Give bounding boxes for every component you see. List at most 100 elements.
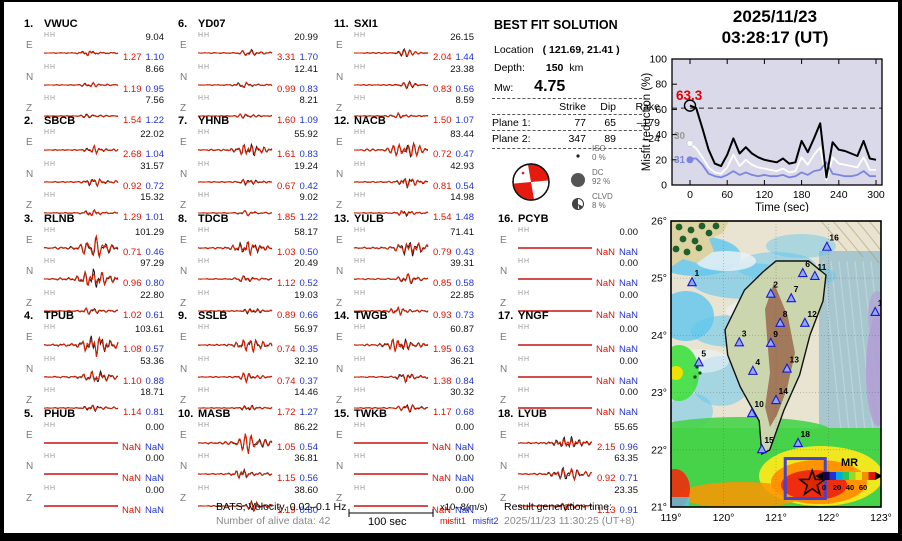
station-panel: 5. PHUB E HH 0.00 NaN NaN N HH 0.00 NaN NaN Z HH 0.00 N… xyxy=(18,408,168,516)
channel-component-label: N xyxy=(500,266,508,278)
colorbar-tick-label: 20 xyxy=(833,483,841,492)
map-lon-tick-label: 119° xyxy=(661,512,682,524)
col-dip: Dip xyxy=(600,101,616,113)
channel-band-label: HH xyxy=(354,63,367,71)
station-panel: 1. VWUC E HH 9.04 1.27 1.10 N HH 8.66 1.19 0.95 Z HH 7… xyxy=(18,18,168,126)
channel-band-label: HH xyxy=(518,324,531,332)
amplitude-value: 0.00 xyxy=(619,258,639,270)
misfit-ytick-label: 80 xyxy=(655,79,667,91)
amplitude-value: 0.00 xyxy=(455,421,475,433)
map-station-marker xyxy=(747,365,759,375)
misfit-values: 1.08 0.57 xyxy=(123,344,164,355)
amplitude-value: 9.04 xyxy=(145,32,165,43)
map-station-marker xyxy=(797,267,808,278)
station-code: TWGB xyxy=(354,310,388,323)
misfit1-value: 0.92 xyxy=(597,473,616,485)
colorbar-tick-label: 0 xyxy=(822,483,826,492)
misfit1-value: NaN xyxy=(595,309,615,321)
misfit2-value: 0.96 xyxy=(619,441,639,453)
station-number: 18. xyxy=(498,407,514,420)
misfit2-value: 0.73 xyxy=(455,309,475,321)
channel-band-label: HH xyxy=(518,453,531,461)
station-number: 2. xyxy=(24,115,34,128)
misfit2-value: NaN xyxy=(618,407,638,419)
decomp-dc: DC 92 % xyxy=(564,168,644,192)
amplitude-value: 7.56 xyxy=(145,95,165,106)
data-source-label: BATS, Velocity, 0.02–0.1 Hz xyxy=(216,501,347,513)
focal-mechanism-beachball xyxy=(512,163,550,201)
channel-band-label: HH xyxy=(44,484,57,492)
amplitude-value: 97.29 xyxy=(140,258,164,270)
misfit-values: 2.04 1.44 xyxy=(433,52,474,63)
misfit-values: 1.17 0.68 xyxy=(433,407,474,418)
channel-component-label: N xyxy=(26,168,34,180)
station-map: MR 0 20 40 60 1 2 3 4 5 6 7 8 9 10 11 12 13 14 15 16 17 18 119°… xyxy=(644,214,898,533)
misfit-values: NaN NaN xyxy=(596,247,638,258)
misfit2-value: 0.61 xyxy=(145,309,165,321)
misfit2-value: 0.56 xyxy=(455,83,475,95)
channel-band-label: HH xyxy=(44,63,57,71)
amplitude-value: 71.41 xyxy=(450,226,474,238)
waveform-trace xyxy=(197,338,273,353)
misfit1-value: 1.19 xyxy=(123,83,142,95)
channel-component-label: E xyxy=(26,332,33,344)
amplitude-value: 0.00 xyxy=(455,484,475,496)
misfit-ytick-label: 100 xyxy=(649,54,667,66)
misfit-values: NaN NaN xyxy=(596,407,638,418)
station-code: YHNB xyxy=(198,115,230,128)
station-code: YULB xyxy=(354,212,384,225)
station-number: 6. xyxy=(178,18,188,30)
map-lon-tick-label: 123° xyxy=(870,512,892,524)
decomp-iso: ISO 0 % xyxy=(564,144,644,168)
map-station-number: 8 xyxy=(783,309,788,319)
misfit1-value: 3.31 xyxy=(277,52,296,63)
station-header: 3. RLNB xyxy=(24,213,75,225)
channel-row: E HH 22.02 2.68 1.04 xyxy=(18,128,168,160)
station-header: 1. VWUC xyxy=(24,18,78,30)
station-header: 2. SBCB xyxy=(24,115,75,127)
misfit2-value: 1.22 xyxy=(299,212,319,224)
amplitude-unit-label: x10–8(m/s) xyxy=(440,502,488,513)
misfit2-value: 0.42 xyxy=(299,180,319,192)
amplitude-value: 22.02 xyxy=(140,129,164,141)
channel-component-label: Z xyxy=(180,103,187,114)
channel-row: N HH 31.57 0.92 0.72 xyxy=(18,160,168,192)
station-number: 3. xyxy=(24,212,34,225)
colorbar-tick-label: 40 xyxy=(846,483,854,492)
map-station-number: 3 xyxy=(742,328,747,338)
waveform-trace xyxy=(353,79,429,90)
map-station-number: 12 xyxy=(807,309,817,319)
decomp-clvd: CLVD 8 % xyxy=(564,192,644,216)
station-header: 4. TPUB xyxy=(24,310,74,322)
channel-component-label: Z xyxy=(336,492,343,504)
channel-band-label: HH xyxy=(198,192,211,200)
channel-component-label: E xyxy=(180,137,187,149)
channel-component-label: N xyxy=(500,461,508,473)
amplitude-value: 22.85 xyxy=(450,289,474,301)
station-panel: 10. MASB E HH 86.22 1.05 0.54 N HH 36.81 1.15 0.56 Z… xyxy=(172,408,322,516)
plane-table: Strike Dip Rake Plane 1: 77 65 –179 Plan… xyxy=(492,98,660,149)
misfit2-value: NaN xyxy=(618,278,638,290)
misfit1-value: 0.83 xyxy=(433,83,452,95)
channel-component-label: N xyxy=(180,71,188,83)
location-value: ( 121.69, 21.41 ) xyxy=(542,44,620,56)
map-lat-tick-label: 24° xyxy=(651,330,667,342)
channel-band-label: HH xyxy=(354,192,367,200)
channel-component-label: Z xyxy=(336,200,343,212)
misfit1-value: 1.14 xyxy=(123,407,142,419)
waveform-trace xyxy=(518,309,592,312)
channel-band-label: HH xyxy=(354,484,367,492)
channel-band-label: HH xyxy=(518,421,531,429)
station-code: NACB xyxy=(354,115,386,128)
channel-band-label: HH xyxy=(354,355,367,363)
channel-component-label: Z xyxy=(336,297,343,309)
channel-row: Z HH 19.03 0.89 0.66 xyxy=(172,289,322,321)
misfit-values: 1.19 0.95 xyxy=(123,84,164,95)
misfit2-value: 0.46 xyxy=(145,246,165,258)
channel-band-label: HH xyxy=(198,421,211,429)
amplitude-value: 19.03 xyxy=(294,289,318,301)
misfit2-legend-label: misfit2 xyxy=(472,516,499,526)
channel-component-label: E xyxy=(500,234,507,246)
channel-band-label: HH xyxy=(518,258,531,266)
amplitude-value: 14.98 xyxy=(450,192,474,204)
